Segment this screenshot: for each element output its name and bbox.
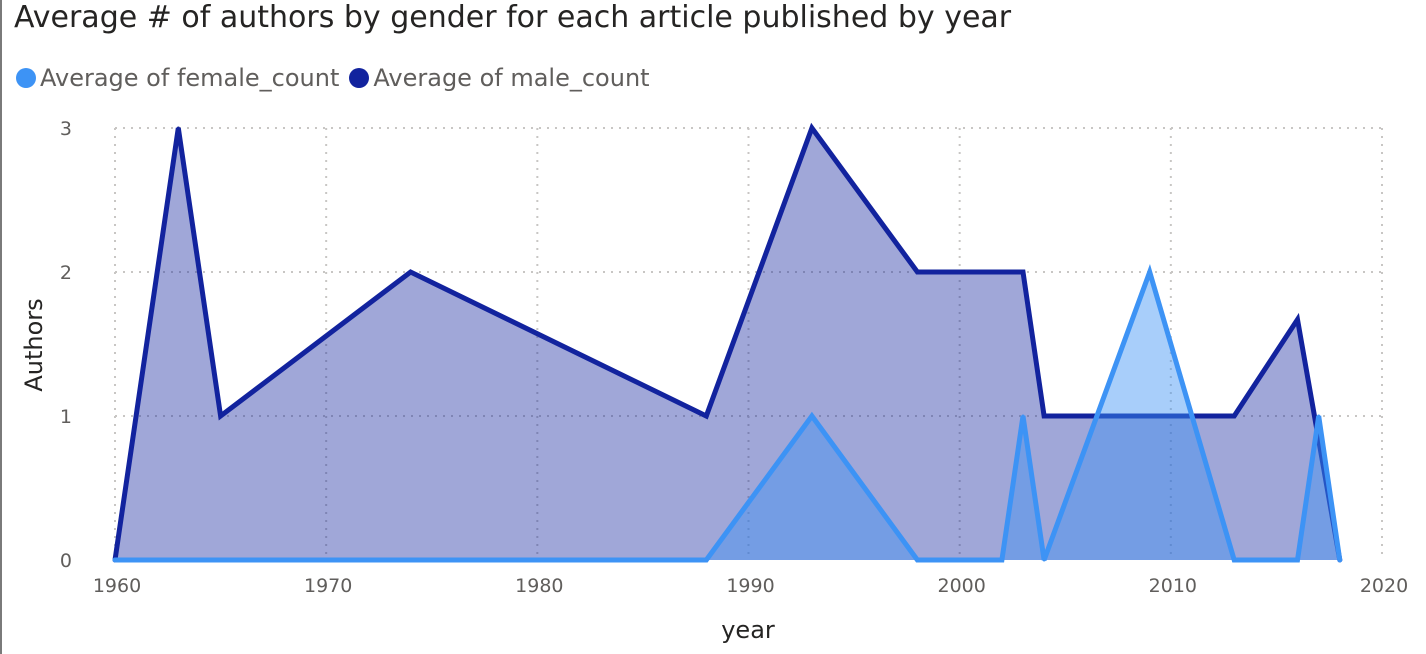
male-point: [1042, 414, 1046, 418]
x-tick-label: 1990: [726, 575, 774, 597]
female-line: [112, 264, 1343, 563]
x-tick-label: 2020: [1360, 575, 1408, 597]
x-tick-label: 2010: [1149, 575, 1197, 597]
female-point: [1021, 414, 1025, 418]
x-tick-label: 2000: [937, 575, 985, 597]
male-point: [915, 270, 919, 274]
female-point: [1148, 270, 1152, 274]
male-area: [115, 128, 1340, 560]
male-point: [219, 414, 223, 418]
male-point: [176, 126, 180, 130]
male-point: [1021, 270, 1025, 274]
male-point: [1232, 414, 1236, 418]
chart-legend: Average of female_count Average of male_…: [16, 64, 660, 92]
legend-item-male[interactable]: Average of male_count: [349, 64, 650, 92]
male-point: [704, 414, 708, 418]
legend-label-male: Average of male_count: [373, 64, 650, 92]
y-tick-label: 1: [60, 406, 72, 428]
male-point: [810, 126, 814, 130]
male-point: [1296, 318, 1300, 322]
legend-dot-male: [349, 68, 370, 88]
y-tick-label: 2: [60, 262, 72, 284]
female-point: [1338, 558, 1342, 562]
legend-dot-female: [16, 68, 36, 88]
legend-item-female[interactable]: Average of female_count: [16, 64, 339, 92]
female-point: [810, 414, 814, 418]
female-point: [1296, 558, 1300, 562]
male-point: [409, 270, 413, 274]
female-point: [915, 558, 919, 562]
y-tick-label: 3: [60, 118, 72, 140]
female-point: [1000, 558, 1004, 562]
female-point: [704, 558, 708, 562]
x-axis-title: year: [721, 616, 775, 644]
legend-label-female: Average of female_count: [40, 64, 340, 92]
female-point: [1042, 558, 1046, 562]
female-point: [113, 558, 117, 562]
female-point: [1232, 558, 1236, 562]
x-tick-label: 1960: [93, 575, 141, 597]
y-tick-label: 0: [60, 550, 72, 572]
x-tick-label: 1970: [304, 575, 352, 597]
y-axis-title: Authors: [20, 298, 48, 391]
male-line: [112, 122, 1343, 563]
x-axis: 1960 1970 1980 1990 2000 2010 2020: [93, 575, 1408, 597]
female-area: [115, 272, 1340, 560]
x-tick-label: 1980: [515, 575, 563, 597]
female-series: [112, 264, 1343, 563]
gridlines: [114, 127, 1383, 560]
chart-title: Average # of authors by gender for each …: [14, 0, 1012, 35]
y-axis: 0 1 2 3: [60, 118, 72, 572]
female-point: [1317, 414, 1321, 418]
